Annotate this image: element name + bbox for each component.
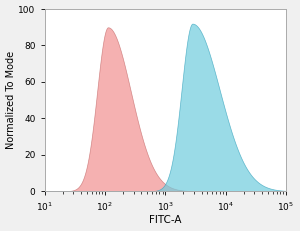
Y-axis label: Normalized To Mode: Normalized To Mode [6,51,16,149]
X-axis label: FITC-A: FITC-A [149,216,182,225]
